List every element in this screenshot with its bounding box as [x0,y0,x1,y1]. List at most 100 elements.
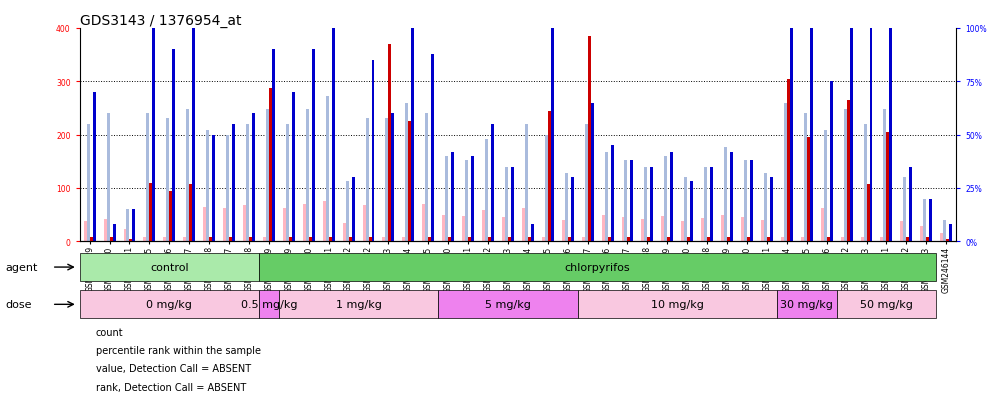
Bar [84,221,87,242]
Bar [249,237,252,242]
Bar [259,254,936,281]
Bar [431,55,434,242]
Bar [548,112,551,242]
Bar [701,218,704,242]
Bar [283,209,286,242]
Bar [189,185,192,242]
Bar [169,191,172,242]
Bar [704,167,707,242]
Bar [670,152,673,242]
Bar [627,237,630,242]
Bar [90,237,93,242]
Bar [880,237,883,242]
Bar [408,122,411,242]
Bar [259,291,279,318]
Bar [900,221,903,242]
Text: 10 mg/kg: 10 mg/kg [650,299,704,310]
Bar [212,135,215,242]
Bar [349,237,352,242]
Bar [266,110,269,242]
Bar [801,237,804,242]
Bar [861,237,864,242]
Bar [152,0,155,242]
Bar [883,110,886,242]
Bar [644,167,647,242]
Bar [565,173,568,242]
Bar [940,234,943,242]
Bar [172,50,175,242]
Bar [343,223,346,242]
Bar [562,221,565,242]
Bar [149,183,152,242]
Bar [448,237,451,242]
Bar [867,185,870,242]
Bar [312,50,315,242]
Bar [366,118,369,242]
Bar [827,237,830,242]
Bar [764,173,767,242]
Bar [113,225,116,242]
Bar [286,125,289,242]
Bar [824,131,827,242]
Bar [229,237,232,242]
Bar [747,237,750,242]
Bar [110,237,113,242]
Bar [821,209,824,242]
Bar [667,237,670,242]
Bar [471,157,474,242]
Bar [850,29,853,242]
Bar [279,291,438,318]
Bar [511,167,514,242]
Bar [841,237,844,242]
Bar [223,209,226,242]
Bar [124,230,126,242]
Bar [591,103,594,242]
Bar [741,218,744,242]
Bar [352,178,355,242]
Bar [303,204,306,242]
Bar [790,0,793,242]
Bar [837,291,936,318]
Text: 50 mg/kg: 50 mg/kg [860,299,913,310]
Bar [263,237,266,242]
Bar [269,89,272,242]
Bar [465,161,468,242]
Bar [332,29,335,242]
Bar [661,216,664,242]
Bar [206,131,209,242]
Text: 30 mg/kg: 30 mg/kg [780,299,834,310]
Bar [807,138,810,242]
Bar [166,118,169,242]
Bar [906,237,909,242]
Bar [664,157,667,242]
Bar [243,205,246,242]
Bar [830,82,833,242]
Bar [602,215,605,242]
Bar [585,125,588,242]
Bar [608,237,611,242]
Bar [588,37,591,242]
Bar [810,29,813,242]
Bar [306,110,309,242]
Bar [382,237,385,242]
Bar [578,291,777,318]
Text: percentile rank within the sample: percentile rank within the sample [96,345,261,355]
Bar [727,237,730,242]
Bar [721,215,724,242]
Bar [346,182,349,242]
Bar [363,205,366,242]
Text: 1 mg/kg: 1 mg/kg [336,299,381,310]
Bar [442,215,445,242]
Bar [777,291,837,318]
Bar [129,239,132,242]
Bar [462,216,465,242]
Bar [369,237,372,242]
Bar [391,114,394,242]
Bar [388,45,391,242]
Bar [923,199,926,242]
Bar [385,118,388,242]
Bar [551,0,554,242]
Bar [485,140,488,242]
Bar [445,157,448,242]
Bar [929,199,932,242]
